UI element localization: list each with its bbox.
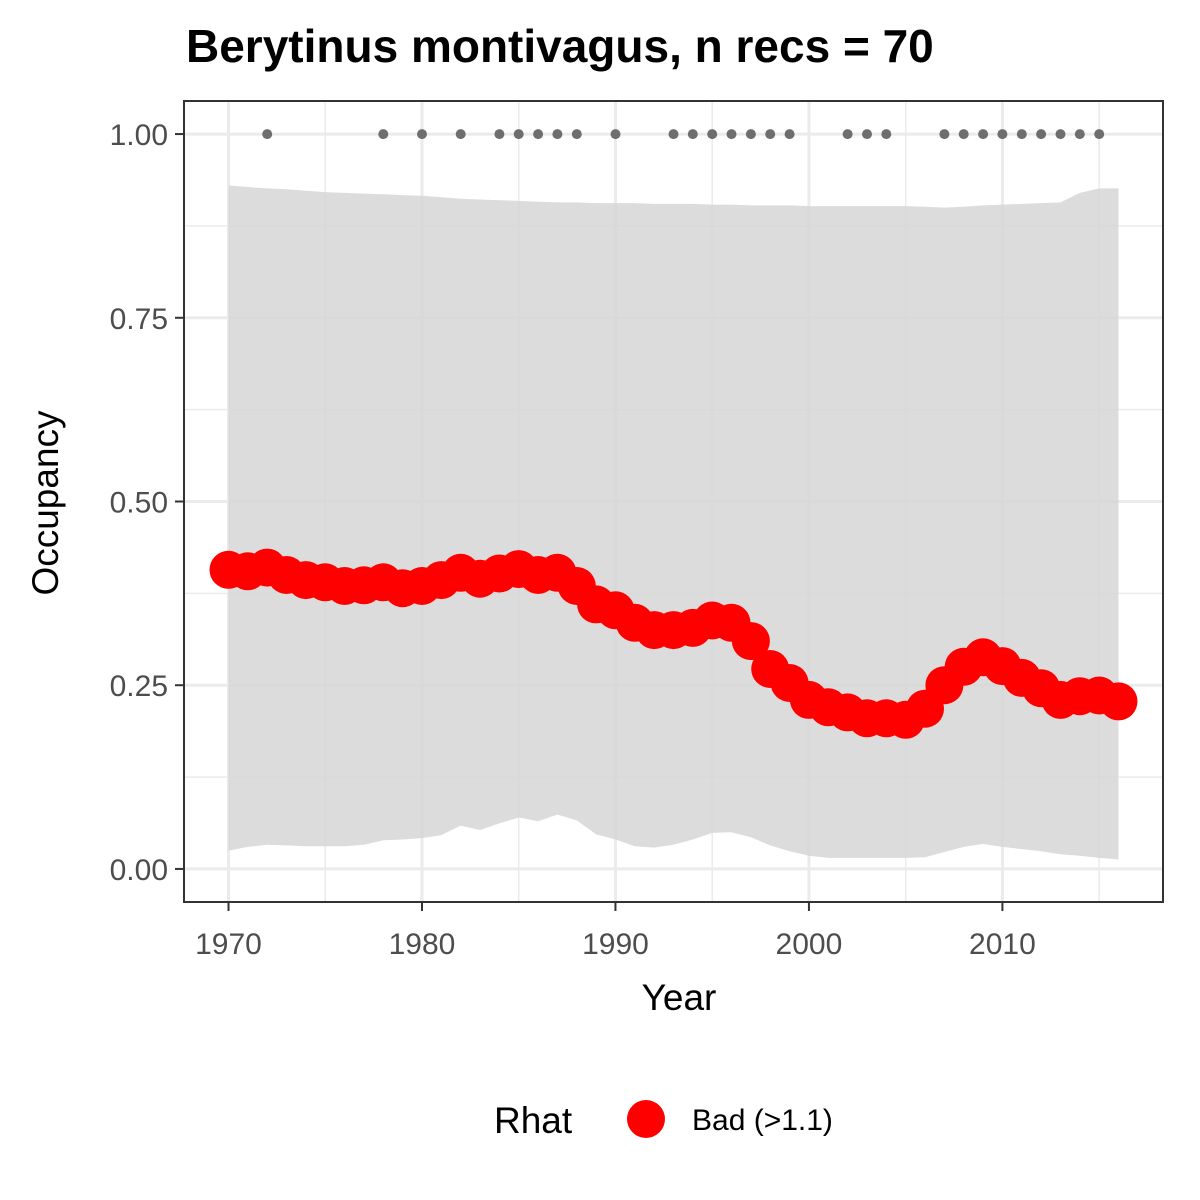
record-point xyxy=(765,129,776,140)
y-tick-label: 0.25 xyxy=(110,670,168,703)
record-point xyxy=(939,129,950,140)
record-points-layer xyxy=(262,129,1105,140)
occupancy-point xyxy=(1099,682,1138,721)
record-point xyxy=(571,129,582,140)
x-tick-label: 1990 xyxy=(582,928,649,961)
legend-key-bad xyxy=(627,1100,665,1138)
record-point xyxy=(533,129,544,140)
y-axis: 0.00 0.25 0.50 0.75 1.00 xyxy=(110,119,184,887)
record-point xyxy=(552,129,563,140)
record-point xyxy=(745,129,756,140)
y-tick-label: 0.75 xyxy=(110,303,168,336)
x-axis-title: Year xyxy=(642,977,717,1018)
record-point xyxy=(881,129,892,140)
legend: Rhat Bad (>1.1) xyxy=(494,1100,833,1141)
y-tick-label: 1.00 xyxy=(110,119,168,152)
record-point xyxy=(455,129,466,140)
record-point xyxy=(417,129,427,140)
x-axis: 1970 1980 1990 2000 2010 xyxy=(195,902,1036,961)
record-point xyxy=(707,129,718,140)
record-point xyxy=(1094,129,1105,140)
record-point xyxy=(610,129,621,140)
plot-panel xyxy=(183,100,1164,903)
chart-title: Berytinus montivagus, n recs = 70 xyxy=(186,20,934,72)
record-point xyxy=(1036,129,1047,140)
x-tick-label: 2010 xyxy=(969,928,1036,961)
record-point xyxy=(513,129,524,140)
record-point xyxy=(958,129,969,140)
legend-title: Rhat xyxy=(494,1100,573,1141)
record-point xyxy=(978,129,989,140)
record-point xyxy=(997,129,1008,140)
record-point xyxy=(842,129,853,140)
legend-label-bad: Bad (>1.1) xyxy=(692,1104,833,1137)
x-tick-label: 1980 xyxy=(389,928,456,961)
record-point xyxy=(862,129,872,140)
credible-interval-ribbon-layer xyxy=(228,185,1119,860)
occupancy-points-layer xyxy=(209,548,1138,739)
y-axis-title: Occupancy xyxy=(25,410,66,596)
record-point xyxy=(1016,129,1027,140)
record-point xyxy=(784,129,795,140)
x-tick-label: 1970 xyxy=(195,928,262,961)
record-point xyxy=(1074,129,1085,140)
y-tick-label: 0.00 xyxy=(110,854,168,887)
record-point xyxy=(726,129,737,140)
record-point xyxy=(687,129,698,140)
occupancy-point xyxy=(731,622,770,661)
x-tick-label: 2000 xyxy=(776,928,843,961)
record-point xyxy=(1055,129,1066,140)
record-point xyxy=(378,129,389,140)
credible-interval-ribbon xyxy=(228,185,1119,860)
record-point xyxy=(668,129,679,140)
record-point xyxy=(494,129,505,140)
record-point xyxy=(262,129,273,140)
y-tick-label: 0.50 xyxy=(110,487,168,520)
